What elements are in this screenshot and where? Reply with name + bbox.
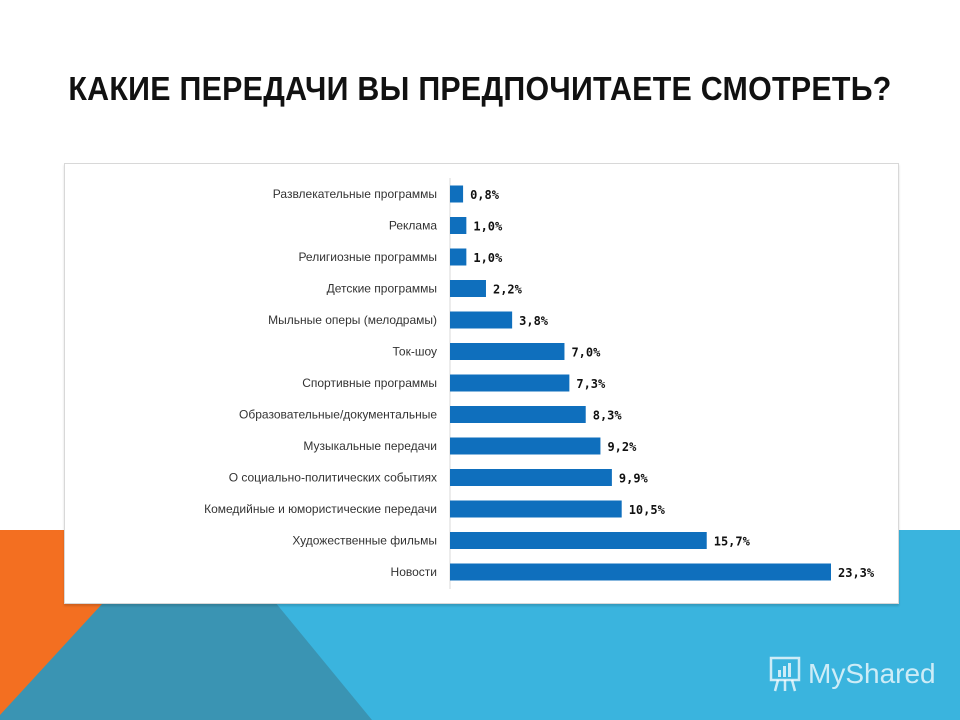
- category-label: Спортивные программы: [302, 376, 437, 390]
- bar: [450, 217, 467, 234]
- category-label: Ток-шоу: [393, 345, 437, 359]
- data-label: 7,3%: [576, 377, 606, 391]
- chart-container: Развлекательные программы 0,8% Реклама 1,0%…: [64, 163, 899, 604]
- bar: [450, 532, 707, 549]
- category-label: Развлекательные программы: [273, 187, 437, 201]
- bar: [450, 437, 601, 455]
- data-label: 9,9%: [619, 472, 649, 486]
- bar: [450, 280, 486, 297]
- bar: [450, 185, 464, 203]
- data-label: 8,3%: [593, 409, 623, 423]
- category-label: Реклама: [389, 219, 437, 233]
- data-label: 3,8%: [519, 314, 549, 328]
- bar: [450, 406, 586, 423]
- data-label: 2,2%: [493, 283, 523, 297]
- category-label: Комедийные и юмористические передачи: [204, 502, 437, 516]
- bar: [450, 500, 622, 518]
- bar: [450, 248, 467, 266]
- category-label: Образовательные/документальные: [239, 408, 437, 422]
- category-label: Мыльные оперы (мелодрамы): [268, 313, 437, 327]
- bar: [450, 374, 570, 392]
- watermark-text: MyShared: [808, 658, 936, 689]
- slide-title: КАКИЕ ПЕРЕДАЧИ ВЫ ПРЕДПОЧИТАЕТЕ СМОТРЕТЬ…: [68, 70, 892, 107]
- data-label: 1,0%: [473, 251, 503, 265]
- bar: [450, 343, 565, 360]
- bar: [450, 311, 513, 329]
- background-teal-shape: [0, 602, 372, 720]
- bar: [450, 469, 612, 486]
- presentation-board-icon: [769, 656, 801, 692]
- bar-chart: Развлекательные программы 0,8% Реклама 1,0%…: [204, 178, 875, 589]
- category-label: О социально-политических событиях: [229, 471, 437, 485]
- data-label: 0,8%: [470, 188, 500, 202]
- data-label: 10,5%: [629, 503, 666, 517]
- data-label: 1,0%: [473, 220, 503, 234]
- data-label: 9,2%: [607, 440, 637, 454]
- category-label: Музыкальные передачи: [303, 439, 437, 453]
- data-label: 23,3%: [838, 566, 875, 580]
- category-label: Религиозные программы: [298, 250, 437, 264]
- category-label: Новости: [391, 565, 437, 579]
- category-label: Художественные фильмы: [292, 534, 437, 548]
- data-label: 7,0%: [571, 346, 601, 360]
- data-label: 15,7%: [714, 535, 751, 549]
- watermark: MyShared: [768, 655, 936, 693]
- category-label: Детские программы: [327, 282, 437, 296]
- bar: [450, 563, 831, 581]
